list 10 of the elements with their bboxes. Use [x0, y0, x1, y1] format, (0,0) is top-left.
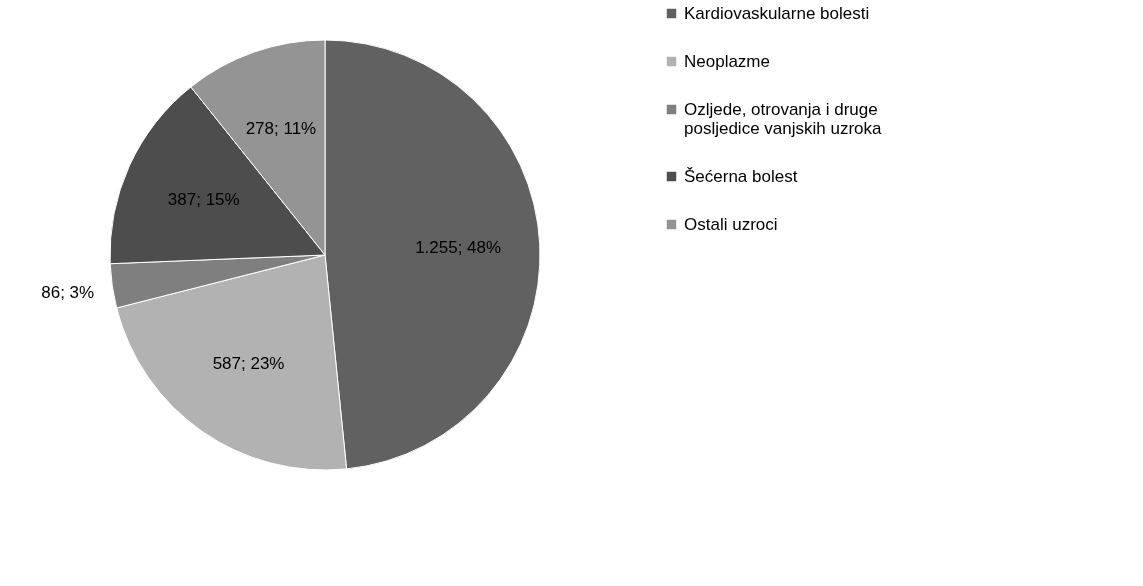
data-label: 387; 15% — [167, 189, 240, 209]
data-label: 1.255; 48% — [415, 238, 502, 258]
data-label: 86; 3% — [41, 282, 95, 302]
legend-label: Ostali uzroci — [684, 214, 778, 234]
data-label: 587; 23% — [212, 354, 285, 374]
legend-label: Šećerna bolest — [684, 166, 798, 186]
legend-label: Ozljede, otrovanja i druge posljedice vanjskih uzroka — [684, 99, 883, 138]
data-label: 278; 11% — [245, 119, 317, 139]
legend-label: Kardiovaskularne bolesti — [684, 3, 870, 23]
legend-label: Neoplazme — [684, 51, 770, 71]
